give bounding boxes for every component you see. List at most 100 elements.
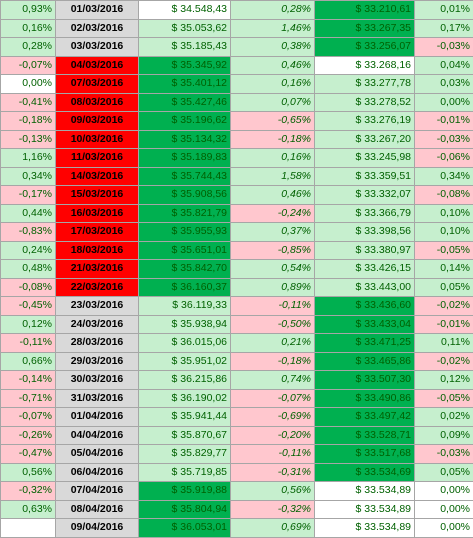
change-cell-a[interactable]: -0,32% xyxy=(231,500,315,519)
change-cell-a[interactable]: 0,16% xyxy=(231,149,315,168)
change-cell-b[interactable]: -0,08% xyxy=(415,186,473,205)
date-cell[interactable]: 30/03/2016 xyxy=(56,371,139,390)
value-cell-a[interactable]: $ 36.190,02 xyxy=(139,389,231,408)
change-cell-a[interactable]: -0,85% xyxy=(231,241,315,260)
daily-change-cell[interactable]: 0,16% xyxy=(1,19,56,38)
change-cell-b[interactable]: 0,05% xyxy=(415,278,473,297)
change-cell-a[interactable]: 0,28% xyxy=(231,1,315,20)
change-cell-a[interactable]: 0,21% xyxy=(231,334,315,353)
daily-change-cell[interactable]: 0,28% xyxy=(1,38,56,57)
value-cell-a[interactable]: $ 35.196,62 xyxy=(139,112,231,131)
value-cell-a[interactable]: $ 36.015,06 xyxy=(139,334,231,353)
value-cell-b[interactable]: $ 33.433,04 xyxy=(315,315,415,334)
date-cell[interactable]: 05/04/2016 xyxy=(56,445,139,464)
change-cell-b[interactable]: 0,05% xyxy=(415,463,473,482)
value-cell-a[interactable]: $ 35.185,43 xyxy=(139,38,231,57)
date-cell[interactable]: 08/04/2016 xyxy=(56,500,139,519)
change-cell-b[interactable]: -0,01% xyxy=(415,315,473,334)
date-cell[interactable]: 04/04/2016 xyxy=(56,426,139,445)
change-cell-b[interactable]: -0,03% xyxy=(415,38,473,57)
value-cell-a[interactable]: $ 35.870,67 xyxy=(139,426,231,445)
daily-change-cell[interactable]: 0,66% xyxy=(1,352,56,371)
change-cell-a[interactable]: 0,46% xyxy=(231,186,315,205)
daily-change-cell[interactable]: -0,07% xyxy=(1,56,56,75)
value-cell-a[interactable]: $ 35.821,79 xyxy=(139,204,231,223)
value-cell-a[interactable]: $ 35.804,94 xyxy=(139,500,231,519)
value-cell-b[interactable]: $ 33.256,07 xyxy=(315,38,415,57)
change-cell-b[interactable]: 0,11% xyxy=(415,334,473,353)
daily-change-cell[interactable]: -0,41% xyxy=(1,93,56,112)
date-cell[interactable]: 21/03/2016 xyxy=(56,260,139,279)
value-cell-a[interactable]: $ 34.548,43 xyxy=(139,1,231,20)
change-cell-b[interactable]: -0,03% xyxy=(415,445,473,464)
change-cell-b[interactable]: 0,03% xyxy=(415,75,473,94)
value-cell-a[interactable]: $ 35.951,02 xyxy=(139,352,231,371)
daily-change-cell[interactable]: 0,48% xyxy=(1,260,56,279)
date-cell[interactable]: 28/03/2016 xyxy=(56,334,139,353)
value-cell-a[interactable]: $ 35.938,94 xyxy=(139,315,231,334)
date-cell[interactable]: 18/03/2016 xyxy=(56,241,139,260)
value-cell-b[interactable]: $ 33.380,97 xyxy=(315,241,415,260)
daily-change-cell[interactable]: 0,63% xyxy=(1,500,56,519)
change-cell-a[interactable]: 0,89% xyxy=(231,278,315,297)
change-cell-b[interactable]: 0,14% xyxy=(415,260,473,279)
value-cell-a[interactable]: $ 35.919,88 xyxy=(139,482,231,501)
daily-change-cell[interactable]: -0,14% xyxy=(1,371,56,390)
date-cell[interactable]: 23/03/2016 xyxy=(56,297,139,316)
value-cell-a[interactable]: $ 36.215,86 xyxy=(139,371,231,390)
change-cell-a[interactable]: 0,56% xyxy=(231,482,315,501)
change-cell-b[interactable]: -0,02% xyxy=(415,297,473,316)
daily-change-cell[interactable] xyxy=(1,519,56,538)
change-cell-a[interactable]: 0,37% xyxy=(231,223,315,242)
change-cell-b[interactable]: -0,03% xyxy=(415,130,473,149)
change-cell-b[interactable]: 0,00% xyxy=(415,93,473,112)
value-cell-b[interactable]: $ 33.534,89 xyxy=(315,519,415,538)
value-cell-a[interactable]: $ 36.119,33 xyxy=(139,297,231,316)
date-cell[interactable]: 07/04/2016 xyxy=(56,482,139,501)
date-cell[interactable]: 31/03/2016 xyxy=(56,389,139,408)
change-cell-b[interactable]: 0,02% xyxy=(415,408,473,427)
change-cell-b[interactable]: 0,10% xyxy=(415,223,473,242)
change-cell-a[interactable]: 0,38% xyxy=(231,38,315,57)
daily-change-cell[interactable]: 0,12% xyxy=(1,315,56,334)
value-cell-a[interactable]: $ 35.134,32 xyxy=(139,130,231,149)
value-cell-b[interactable]: $ 33.436,60 xyxy=(315,297,415,316)
value-cell-b[interactable]: $ 33.268,16 xyxy=(315,56,415,75)
change-cell-b[interactable]: -0,05% xyxy=(415,241,473,260)
daily-change-cell[interactable]: -0,32% xyxy=(1,482,56,501)
change-cell-a[interactable]: -0,50% xyxy=(231,315,315,334)
change-cell-a[interactable]: -0,69% xyxy=(231,408,315,427)
daily-change-cell[interactable]: 0,34% xyxy=(1,167,56,186)
change-cell-a[interactable]: 0,07% xyxy=(231,93,315,112)
value-cell-a[interactable]: $ 35.744,43 xyxy=(139,167,231,186)
change-cell-b[interactable]: 0,00% xyxy=(415,500,473,519)
date-cell[interactable]: 07/03/2016 xyxy=(56,75,139,94)
change-cell-b[interactable]: 0,34% xyxy=(415,167,473,186)
value-cell-b[interactable]: $ 33.398,56 xyxy=(315,223,415,242)
change-cell-b[interactable]: 0,01% xyxy=(415,1,473,20)
daily-change-cell[interactable]: -0,17% xyxy=(1,186,56,205)
value-cell-a[interactable]: $ 35.941,44 xyxy=(139,408,231,427)
daily-change-cell[interactable]: 0,44% xyxy=(1,204,56,223)
date-cell[interactable]: 17/03/2016 xyxy=(56,223,139,242)
daily-change-cell[interactable]: -0,11% xyxy=(1,334,56,353)
value-cell-b[interactable]: $ 33.210,61 xyxy=(315,1,415,20)
daily-change-cell[interactable]: -0,18% xyxy=(1,112,56,131)
change-cell-b[interactable]: 0,00% xyxy=(415,482,473,501)
value-cell-b[interactable]: $ 33.278,52 xyxy=(315,93,415,112)
date-cell[interactable]: 14/03/2016 xyxy=(56,167,139,186)
change-cell-b[interactable]: -0,02% xyxy=(415,352,473,371)
value-cell-b[interactable]: $ 33.497,42 xyxy=(315,408,415,427)
date-cell[interactable]: 16/03/2016 xyxy=(56,204,139,223)
daily-change-cell[interactable]: -0,07% xyxy=(1,408,56,427)
change-cell-b[interactable]: -0,06% xyxy=(415,149,473,168)
value-cell-a[interactable]: $ 35.842,70 xyxy=(139,260,231,279)
daily-change-cell[interactable]: 0,56% xyxy=(1,463,56,482)
date-cell[interactable]: 29/03/2016 xyxy=(56,352,139,371)
value-cell-b[interactable]: $ 33.517,68 xyxy=(315,445,415,464)
value-cell-b[interactable]: $ 33.443,00 xyxy=(315,278,415,297)
date-cell[interactable]: 01/03/2016 xyxy=(56,1,139,20)
daily-change-cell[interactable]: -0,45% xyxy=(1,297,56,316)
change-cell-a[interactable]: 0,69% xyxy=(231,519,315,538)
change-cell-a[interactable]: 0,16% xyxy=(231,75,315,94)
